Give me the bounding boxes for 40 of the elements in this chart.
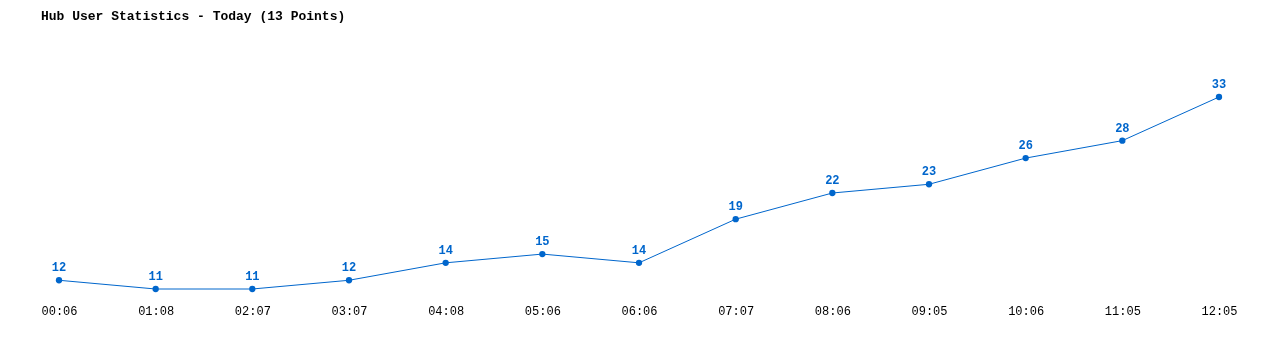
- x-tick-label: 04:08: [428, 304, 465, 319]
- x-tick-label: 07:07: [718, 304, 755, 319]
- point: [1119, 137, 1126, 144]
- data-label: 23: [921, 165, 937, 180]
- x-tick-label: 12:05: [1201, 304, 1238, 319]
- x-tick-label: 05:06: [524, 304, 561, 319]
- data-label: 11: [148, 270, 163, 284]
- x-tick-label: 03:07: [331, 304, 368, 319]
- point: [539, 250, 546, 258]
- point: [55, 277, 63, 284]
- data-label: 12: [341, 261, 357, 276]
- x-tick-label: 11:05: [1104, 304, 1141, 319]
- point: [829, 189, 836, 197]
- data-label: 26: [1018, 139, 1033, 154]
- point: [345, 277, 353, 284]
- x-tick-label: 08:06: [814, 304, 851, 319]
- point: [635, 259, 643, 266]
- data-label: 14: [631, 243, 647, 258]
- point: [1215, 93, 1223, 101]
- point: [732, 216, 739, 223]
- chart-title: Hub User Statistics - Today (13 Points): [41, 9, 346, 24]
- data-label: 11: [245, 270, 260, 284]
- data-label: 15: [535, 235, 550, 250]
- data-label: 12: [51, 261, 67, 276]
- x-tick-label: 10:06: [1008, 304, 1045, 319]
- x-tick-label: 09:05: [911, 304, 948, 319]
- x-tick-label: 02:07: [234, 304, 271, 319]
- data-label: 14: [438, 243, 453, 258]
- point: [249, 285, 256, 293]
- point: [152, 285, 159, 293]
- data-label: 22: [825, 174, 840, 188]
- x-tick-label: 01:08: [138, 304, 175, 319]
- point: [925, 181, 933, 188]
- x-tick-label: 00:06: [41, 304, 78, 319]
- point: [1022, 154, 1029, 162]
- x-tick-label: 06:06: [621, 304, 658, 319]
- data-label: 33: [1211, 78, 1227, 92]
- data-label: 28: [1115, 121, 1130, 136]
- data-label: 19: [728, 200, 743, 215]
- point: [442, 259, 449, 266]
